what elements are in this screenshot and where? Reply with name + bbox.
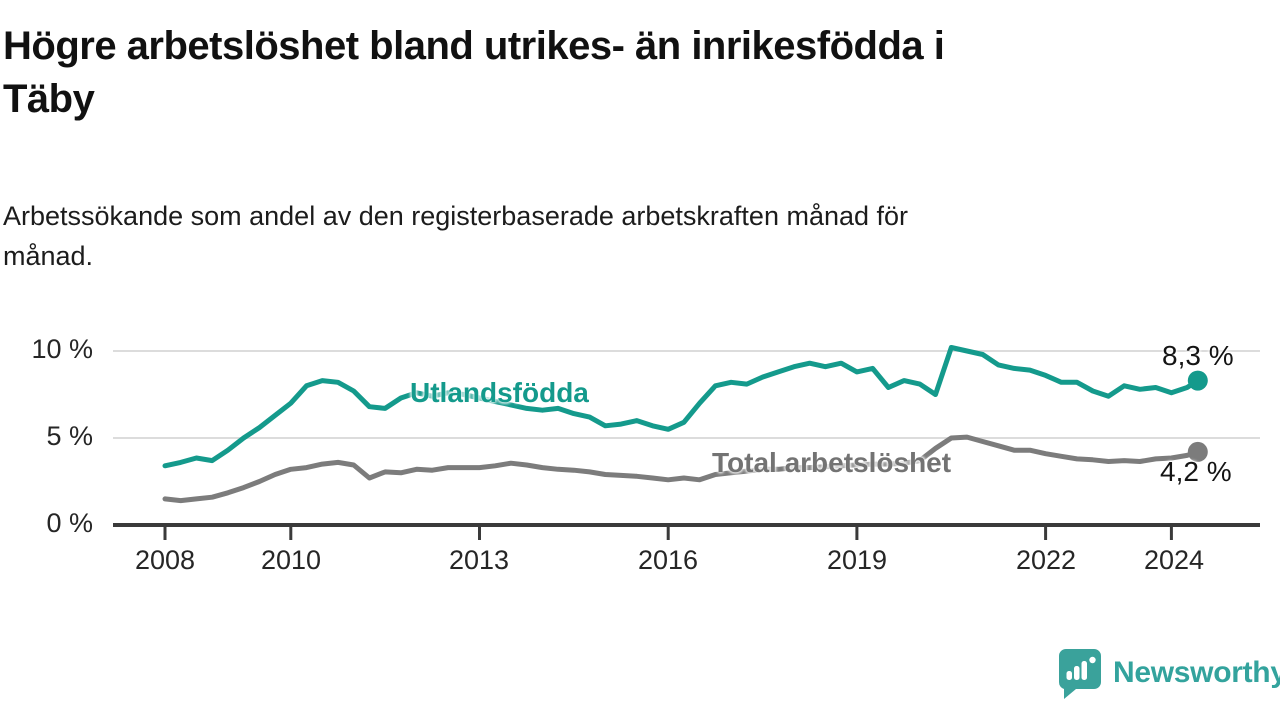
- brand-name: Newsworthy: [1113, 656, 1280, 689]
- x-axis-label-2019: 2019: [826, 545, 888, 575]
- chart-subtitle-line1: Arbetssökande som andel av den registerb…: [3, 201, 909, 231]
- end-value-label-utlandsfodda: 8,3 %: [1162, 340, 1234, 371]
- y-axis-label-0: 0 %: [46, 508, 93, 538]
- logo-bar-2: [1074, 666, 1080, 680]
- series-line-utlandsfodda: [162, 345, 1201, 469]
- logo-exclamation-dot: [1089, 656, 1096, 664]
- chart-subtitle: Arbetssökande som andel av den registerb…: [3, 196, 1213, 276]
- y-axis-label-10: 10 %: [31, 334, 93, 364]
- series-line-total-arbetsloshet: [162, 434, 1201, 504]
- logo-bar-1: [1066, 671, 1072, 680]
- x-axis-label-2013: 2013: [448, 545, 510, 575]
- x-axis-label-2022: 2022: [1015, 545, 1077, 575]
- x-axis-label-2016: 2016: [637, 545, 699, 575]
- page-title-line2: Täby: [3, 77, 95, 121]
- logo-speech-bubble: [1058, 649, 1101, 699]
- brand-footer: Newsworthy: [1055, 645, 1280, 701]
- series-end-dot-utlandsfodda: [1187, 370, 1208, 391]
- logo-bar-3: [1081, 661, 1087, 680]
- end-value-label-total: 4,2 %: [1160, 456, 1232, 487]
- x-axis-label-2010: 2010: [260, 545, 322, 575]
- series-label-utlandsfodda: Utlandsfödda: [410, 377, 589, 408]
- y-axis-label-5: 5 %: [46, 421, 93, 451]
- x-axis-label-2008: 2008: [134, 545, 196, 575]
- series-end-dot-total-arbetsloshet: [1187, 441, 1208, 462]
- newsworthy-logo-icon: [1058, 649, 1101, 699]
- series-label-total-arbetsloshet: Total arbetslöshet: [712, 447, 952, 478]
- page-title-line1: Högre arbetslöshet bland utrikes- än inr…: [3, 24, 945, 68]
- x-axis-label-2024: 2024: [1143, 545, 1205, 575]
- page-title: Högre arbetslöshet bland utrikes- än inr…: [3, 20, 1273, 126]
- chart-subtitle-line2: månad.: [3, 241, 94, 271]
